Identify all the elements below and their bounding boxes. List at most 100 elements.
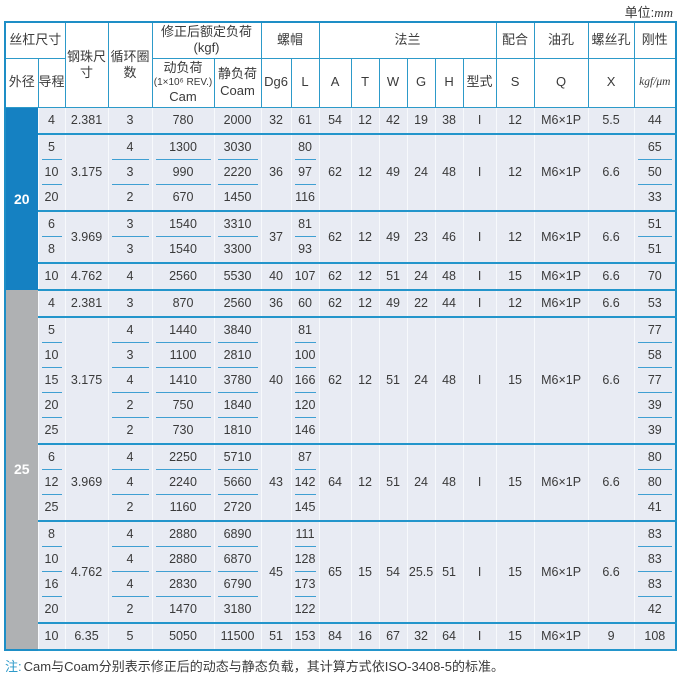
rigidity-cell: 58	[633, 342, 677, 368]
dynamic-load-cell: 2240	[151, 469, 215, 495]
ball-size-cell: 2.381	[64, 107, 109, 135]
circuits-cell: 2	[107, 494, 153, 522]
dynamic-load-cell: 870	[151, 289, 215, 318]
dg6-cell: 40	[260, 316, 292, 445]
fit-s-cell: 15	[495, 262, 535, 291]
fit-s-cell: 12	[495, 107, 535, 135]
header-dynamic-load-title: 动负荷	[163, 60, 203, 76]
lead-cell: 12	[37, 469, 66, 495]
header-type: 型式	[462, 57, 497, 108]
table-row: 10 4.762 4 2560 5530 40 107 62 12 51 24 48 I 15 M6×1P 6…	[5, 262, 677, 291]
header-dg6: Dg6	[260, 57, 292, 108]
flange-t-cell: 12	[350, 443, 380, 522]
dynamic-load-cell: 1160	[151, 494, 215, 522]
nut-length-cell: 166	[290, 367, 320, 393]
nut-length-cell: 81	[290, 316, 320, 343]
header-rigidity-unit: kgf/μm	[633, 57, 677, 108]
flange-t-cell: 12	[350, 316, 380, 445]
rigidity-cell: 41	[633, 494, 677, 522]
footnote-mark: 注:	[5, 659, 22, 674]
nut-length-cell: 145	[290, 494, 320, 522]
lead-cell: 15	[37, 367, 66, 393]
static-load-cell: 6790	[213, 571, 262, 597]
table-header: 丝杠尺寸 钢珠尺寸 循环圈数 修正后额定负荷(kgf) 螺帽 法兰 配合 油孔 …	[4, 21, 677, 108]
screw-hole-x-cell: 6.6	[587, 289, 635, 318]
ball-size-cell: 3.969	[64, 210, 109, 264]
static-load-cell: 3300	[213, 236, 262, 264]
flange-t-cell: 12	[350, 262, 380, 291]
lead-cell: 6	[37, 443, 66, 470]
circuits-cell: 4	[107, 443, 153, 470]
flange-g-cell: 24	[406, 443, 436, 522]
header-G: G	[406, 57, 436, 108]
dynamic-load-cell: 730	[151, 417, 215, 445]
rigidity-cell: 42	[633, 596, 677, 624]
oil-hole-q-cell: M6×1P	[533, 210, 589, 264]
nut-length-cell: 61	[290, 107, 320, 135]
nut-length-cell: 120	[290, 392, 320, 418]
oil-hole-q-cell: M6×1P	[533, 622, 589, 651]
static-load-cell: 3180	[213, 596, 262, 624]
footnote-text: Cam与Coam分别表示修正后的动态与静态负载，其计算方式依ISO-3408-5…	[23, 659, 504, 674]
circuits-cell: 4	[107, 133, 153, 160]
flange-h-cell: 46	[434, 210, 464, 264]
circuits-cell: 4	[107, 546, 153, 572]
oil-hole-q-cell: M6×1P	[533, 289, 589, 318]
oil-hole-q-cell: M6×1P	[533, 443, 589, 522]
flange-w-cell: 49	[378, 210, 408, 264]
flange-a-cell: 62	[318, 210, 352, 264]
ball-size-cell: 4.762	[64, 520, 109, 624]
flange-type-cell: I	[462, 289, 497, 318]
flange-w-cell: 42	[378, 107, 408, 135]
header-L: L	[290, 57, 320, 108]
header-lead: 导程	[37, 57, 66, 108]
dynamic-load-cell: 1410	[151, 367, 215, 393]
rigidity-cell: 51	[633, 236, 677, 264]
dynamic-load-cell: 1540	[151, 236, 215, 264]
rigidity-cell: 33	[633, 184, 677, 212]
flange-g-cell: 32	[406, 622, 436, 651]
ball-size-cell: 3.969	[64, 443, 109, 522]
nut-length-cell: 81	[290, 210, 320, 237]
circuits-cell: 3	[107, 107, 153, 135]
fit-s-cell: 12	[495, 210, 535, 264]
header-static-load-coam: Coam	[220, 82, 255, 98]
static-load-cell: 1810	[213, 417, 262, 445]
flange-w-cell: 51	[378, 316, 408, 445]
circuits-cell: 3	[107, 342, 153, 368]
circuits-cell: 4	[107, 367, 153, 393]
static-load-cell: 11500	[213, 622, 262, 651]
nut-length-cell: 107	[290, 262, 320, 291]
header-dynamic-load-rev: (1×10⁶ REV.)	[153, 76, 213, 88]
nut-length-cell: 60	[290, 289, 320, 318]
header-Q: Q	[533, 57, 589, 108]
flange-type-cell: I	[462, 520, 497, 624]
flange-w-cell: 54	[378, 520, 408, 624]
nut-length-cell: 116	[290, 184, 320, 212]
ball-size-cell: 3.175	[64, 133, 109, 212]
flange-a-cell: 62	[318, 262, 352, 291]
dynamic-load-cell: 2560	[151, 262, 215, 291]
flange-h-cell: 48	[434, 133, 464, 212]
dynamic-load-cell: 1300	[151, 133, 215, 160]
rigidity-cell: 51	[633, 210, 677, 237]
flange-g-cell: 22	[406, 289, 436, 318]
flange-w-cell: 51	[378, 443, 408, 522]
dg6-cell: 40	[260, 262, 292, 291]
rigidity-cell: 77	[633, 316, 677, 343]
unit-value: mm	[654, 5, 673, 20]
circuits-cell: 2	[107, 417, 153, 445]
dg6-cell: 37	[260, 210, 292, 264]
table-row: 10 3 1100 2810 100 58	[5, 342, 677, 368]
table-row: 20 2 1470 3180 122 42	[5, 596, 677, 624]
static-load-cell: 2810	[213, 342, 262, 368]
table-row: 10 4 2880 6870 128 83	[5, 546, 677, 572]
dynamic-load-cell: 780	[151, 107, 215, 135]
dynamic-load-cell: 2880	[151, 520, 215, 547]
flange-w-cell: 49	[378, 289, 408, 318]
flange-t-cell: 16	[350, 622, 380, 651]
nut-length-cell: 146	[290, 417, 320, 445]
lead-cell: 6	[37, 210, 66, 237]
lead-cell: 8	[37, 236, 66, 264]
circuits-cell: 4	[107, 520, 153, 547]
